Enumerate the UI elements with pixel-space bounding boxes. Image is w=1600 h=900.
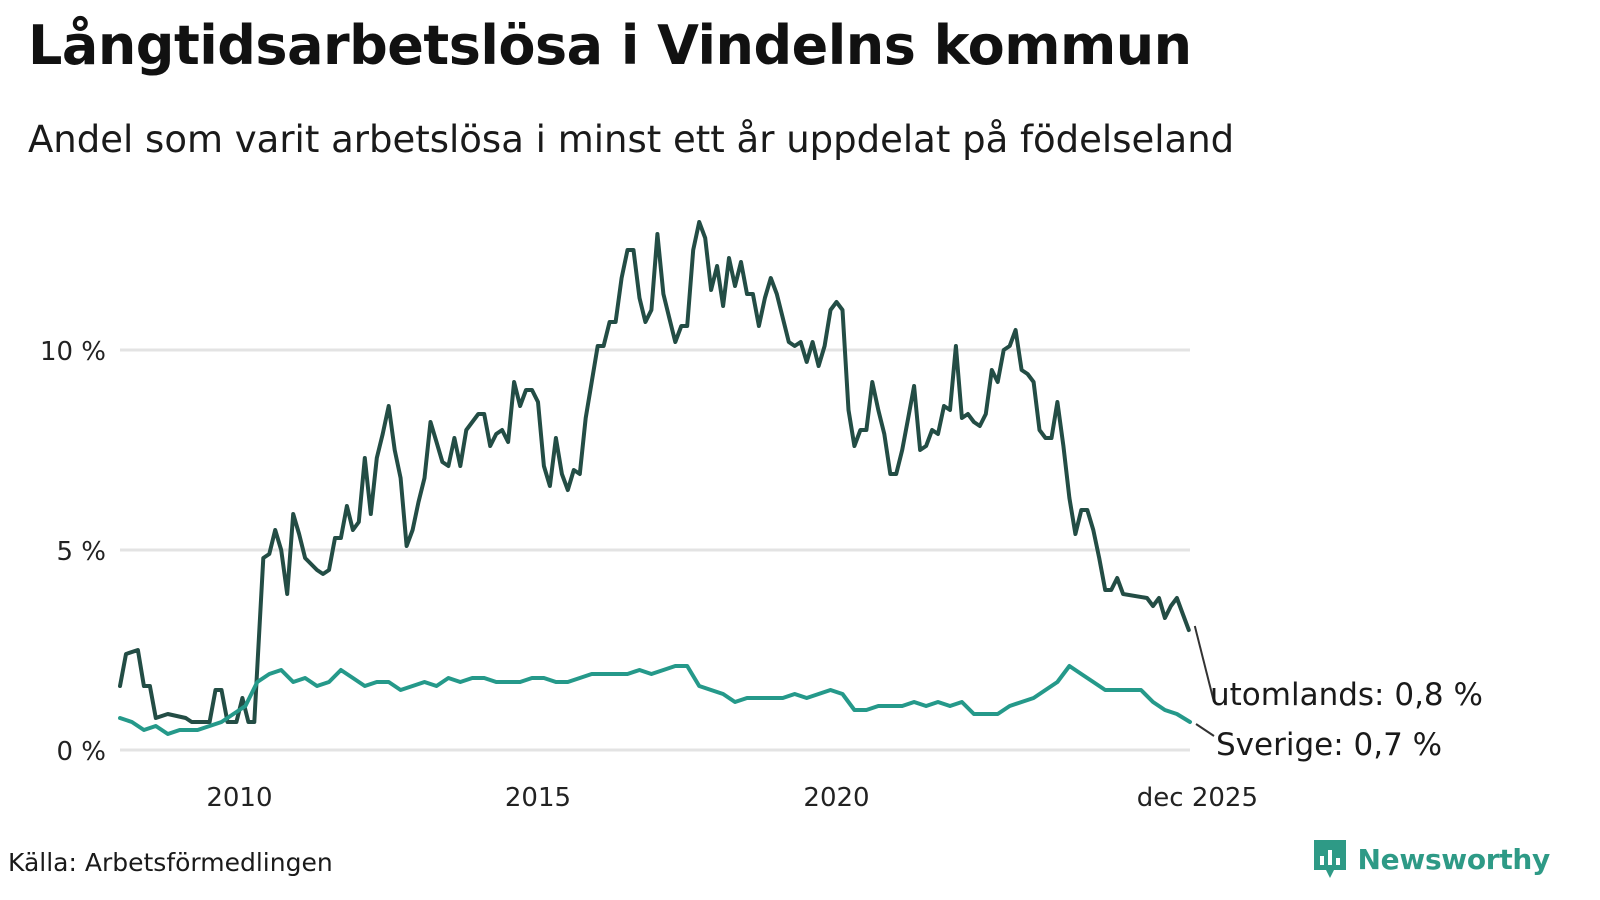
x-tick-label: 2020 bbox=[803, 783, 869, 813]
series-end-label-utomlands: utomlands: 0,8 % bbox=[1210, 677, 1483, 713]
source-note: Källa: Arbetsförmedlingen bbox=[8, 848, 333, 877]
x-tick-label: 2015 bbox=[505, 783, 571, 813]
label-connector-sverige bbox=[1195, 723, 1215, 737]
brand-name: Newsworthy bbox=[1357, 842, 1551, 876]
chart-title: Långtidsarbetslösa i Vindelns kommun bbox=[28, 14, 1192, 77]
y-tick-label: 5 % bbox=[56, 537, 106, 567]
brand: Newsworthy bbox=[1312, 838, 1550, 880]
series-end-labels: utomlands: 0,8 % Sverige: 0,7 % bbox=[1193, 625, 1483, 763]
gridlines bbox=[120, 348, 1190, 752]
newsworthy-logo-icon bbox=[1313, 840, 1346, 878]
y-tick-label: 0 % bbox=[56, 737, 106, 767]
series-end-label-sverige: Sverige: 0,7 % bbox=[1216, 727, 1442, 763]
series-line-utomlands bbox=[118, 220, 1191, 724]
x-tick-label: 2010 bbox=[206, 783, 272, 813]
y-tick-label: 10 % bbox=[40, 337, 106, 367]
chart-subtitle: Andel som varit arbetslösa i minst ett å… bbox=[28, 118, 1235, 161]
y-axis-tick-labels: 0 % 5 % 10 % bbox=[40, 337, 106, 767]
series-line-sverige bbox=[118, 664, 1192, 736]
label-connector-utomlands bbox=[1193, 625, 1215, 703]
line-chart: 0 % 5 % 10 % 2010 2015 2020 dec 2025 utomland… bbox=[40, 220, 1483, 813]
x-axis-tick-labels: 2010 2015 2020 dec 2025 bbox=[206, 783, 1258, 813]
x-tick-label: dec 2025 bbox=[1137, 783, 1258, 813]
series-lines bbox=[118, 220, 1192, 736]
